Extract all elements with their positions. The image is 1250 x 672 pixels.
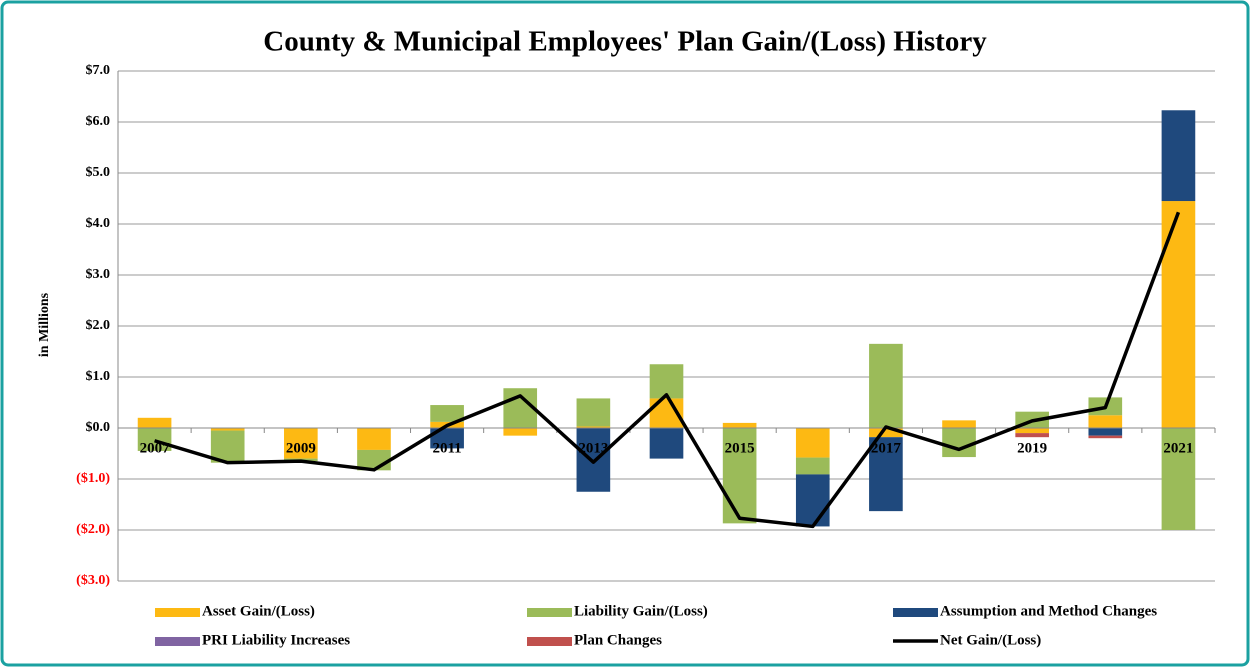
bar-segment (1015, 433, 1049, 438)
bar-segment (649, 428, 684, 459)
bar-segment (1015, 428, 1049, 434)
y-tick-label: $2.0 (86, 318, 111, 333)
bar-segment (649, 364, 684, 399)
bar-segment (137, 417, 172, 428)
y-tick-label: $4.0 (86, 216, 111, 231)
y-tick-label: ($1.0) (76, 471, 110, 486)
y-tick-label: $0.0 (86, 420, 111, 435)
legend-label: Assumption and Method Changes (940, 603, 1157, 619)
y-tick-label: ($2.0) (76, 522, 110, 537)
bar-segment (795, 474, 830, 527)
bar-segment (210, 430, 245, 463)
x-tick-label: 2011 (433, 440, 462, 456)
x-tick-label: 2015 (725, 440, 755, 456)
legend-label: Liability Gain/(Loss) (574, 603, 708, 619)
bar-segment (942, 428, 976, 458)
x-tick-label: 2021 (1163, 440, 1193, 456)
bar-segment (576, 426, 611, 428)
bar-segment (1088, 415, 1123, 428)
y-tick-label: $5.0 (86, 165, 111, 180)
bar-segment (1161, 201, 1196, 428)
x-tick-label: 2019 (1017, 440, 1047, 456)
bar-segment (722, 428, 757, 524)
bar-segment (795, 457, 830, 475)
bar-segment (210, 428, 245, 431)
legend-swatch (527, 637, 572, 646)
bar-segment (1088, 428, 1123, 436)
bar-segment (869, 428, 903, 438)
x-tick-label: 2009 (286, 440, 316, 456)
legend-swatch (527, 608, 572, 617)
bar-segment (722, 422, 757, 428)
legend-label: Net Gain/(Loss) (940, 632, 1041, 648)
bar-segment (1161, 428, 1196, 530)
net-line (154, 211, 1181, 529)
y-tick-label: $7.0 (86, 63, 111, 78)
bar-segment (357, 428, 391, 450)
legend-swatch (155, 608, 200, 617)
bar-segment (942, 420, 976, 428)
chart-title: County & Municipal Employees' Plan Gain/… (263, 26, 987, 58)
bar-segment (503, 428, 538, 436)
y-axis-label: in Millions (37, 292, 52, 357)
x-tick-label: 2013 (578, 440, 608, 456)
bar-segment (137, 428, 172, 451)
y-tick-label: ($3.0) (76, 573, 110, 588)
bar-segment (430, 428, 464, 449)
bar-segment (1088, 435, 1123, 439)
y-tick-label: $6.0 (86, 114, 111, 129)
bar-segment (1161, 110, 1196, 202)
legend-swatch (155, 637, 200, 646)
bar-segment (795, 428, 830, 458)
legend-swatch (893, 608, 938, 617)
y-tick-label: $3.0 (86, 267, 111, 282)
legend-label: PRI Liability Increases (202, 632, 350, 648)
y-tick-label: $1.0 (86, 369, 111, 384)
bar-segment (430, 405, 464, 422)
bar-segment (869, 343, 903, 428)
bar-segment (869, 437, 903, 512)
bar-segment (284, 428, 318, 459)
x-tick-label: 2017 (871, 440, 902, 456)
legend-label: Asset Gain/(Loss) (202, 603, 315, 619)
bar-segment (576, 398, 611, 427)
legend-label: Plan Changes (574, 632, 662, 648)
